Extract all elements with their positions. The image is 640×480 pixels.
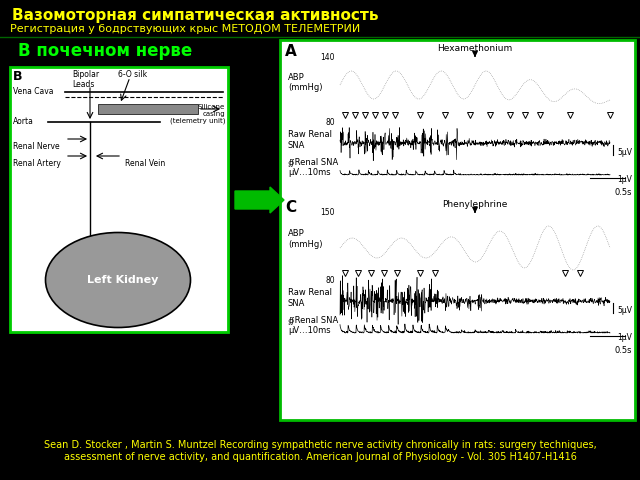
Text: C: C bbox=[285, 200, 296, 215]
Text: В почечном нерве: В почечном нерве bbox=[18, 42, 192, 60]
Text: Renal Nerve: Renal Nerve bbox=[13, 142, 60, 151]
Text: Vena Cava: Vena Cava bbox=[13, 87, 54, 96]
Bar bbox=[280, 40, 635, 420]
Text: Hexamethonium: Hexamethonium bbox=[437, 44, 513, 53]
Text: Raw Renal
SNA: Raw Renal SNA bbox=[288, 130, 332, 150]
Text: Renal Vein: Renal Vein bbox=[125, 159, 165, 168]
Text: 0.5s: 0.5s bbox=[614, 346, 632, 355]
Text: assessment of nerve activity, and quantification. American Journal of Physiology: assessment of nerve activity, and quanti… bbox=[63, 452, 577, 462]
Text: B: B bbox=[13, 70, 22, 83]
Text: Raw Renal
SNA: Raw Renal SNA bbox=[288, 288, 332, 308]
Bar bbox=[98, 104, 198, 114]
Text: 0.5s: 0.5s bbox=[614, 188, 632, 197]
Text: 150: 150 bbox=[321, 208, 335, 217]
Text: A: A bbox=[285, 44, 297, 59]
Text: Aorta: Aorta bbox=[13, 117, 34, 126]
Text: ∯Renal SNA
μV…10ms: ∯Renal SNA μV…10ms bbox=[288, 157, 339, 177]
Text: Left Kidney: Left Kidney bbox=[87, 275, 159, 285]
Text: 1μV: 1μV bbox=[617, 175, 632, 184]
Text: 5μV: 5μV bbox=[617, 148, 632, 157]
Ellipse shape bbox=[58, 255, 88, 305]
Text: Bipolar
Leads: Bipolar Leads bbox=[72, 70, 99, 89]
Ellipse shape bbox=[45, 232, 191, 327]
Text: 5μV: 5μV bbox=[617, 306, 632, 315]
Text: Вазомоторная симпатическая активность: Вазомоторная симпатическая активность bbox=[12, 8, 378, 23]
Text: Renal Artery: Renal Artery bbox=[13, 159, 61, 168]
Bar bbox=[10, 67, 228, 332]
Text: Sean D. Stocker , Martin S. Muntzel Recording sympathetic nerve activity chronic: Sean D. Stocker , Martin S. Muntzel Reco… bbox=[44, 440, 596, 450]
Text: Phenylephrine: Phenylephrine bbox=[442, 200, 508, 209]
Text: ABP
(mmHg): ABP (mmHg) bbox=[288, 229, 323, 249]
Text: 1μV: 1μV bbox=[617, 333, 632, 342]
Text: ∯Renal SNA
μV…10ms: ∯Renal SNA μV…10ms bbox=[288, 315, 339, 335]
Text: Регистрация у бодрствующих крыс МЕТОДОМ ТЕЛЕМЕТРИИ: Регистрация у бодрствующих крыс МЕТОДОМ … bbox=[10, 24, 360, 34]
FancyArrow shape bbox=[235, 187, 284, 213]
Text: 140: 140 bbox=[321, 53, 335, 62]
Text: 80: 80 bbox=[325, 118, 335, 127]
Text: ABP
(mmHg): ABP (mmHg) bbox=[288, 73, 323, 92]
Text: 80: 80 bbox=[325, 276, 335, 285]
Text: Silicone
casing
(telemetry unit): Silicone casing (telemetry unit) bbox=[170, 104, 225, 124]
Text: 6-O silk: 6-O silk bbox=[118, 70, 147, 79]
